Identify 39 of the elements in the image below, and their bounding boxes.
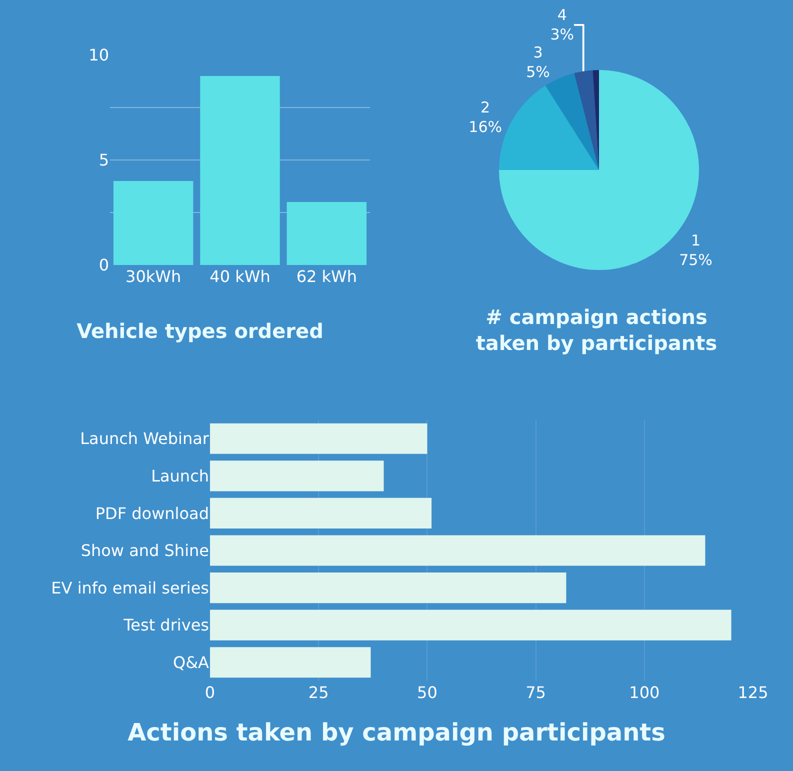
text: Vehicle types ordered (76, 318, 324, 343)
bar (210, 610, 732, 640)
y-tick-label: Show and Shine (80, 541, 209, 560)
bar (200, 76, 280, 265)
bar (210, 460, 384, 492)
data-label: 16% (468, 118, 502, 136)
y-tick-label: PDF download (95, 504, 209, 523)
y-tick-label: EV info email series (51, 578, 209, 598)
x-tick-label: 125 (738, 683, 768, 702)
y-tick-label: Launch Webinar (80, 429, 210, 448)
x-tick-label: 100 (629, 683, 660, 702)
y-tick-label: 5 (98, 150, 109, 170)
slice-label: 4 (557, 6, 567, 24)
y-tick-label: Launch (151, 466, 209, 486)
bar (210, 423, 428, 454)
x-tick-label: 50 (417, 683, 438, 702)
data-label: 3% (550, 26, 574, 44)
data-label: 5% (526, 63, 550, 82)
x-tick-label: 25 (308, 683, 329, 702)
slice-label: 1 (690, 231, 701, 250)
bar (286, 202, 367, 265)
y-tick-label: 10 (88, 46, 109, 65)
bar (210, 535, 706, 566)
y-tick-label: Q&A (172, 652, 210, 672)
bar (210, 647, 371, 678)
y-tick-label: Test drives (122, 616, 209, 635)
x-tick-label: 40 kWh (210, 267, 270, 286)
bar (210, 498, 432, 528)
slice-label: 3 (533, 44, 543, 62)
text: Actions taken by campaign participants (128, 718, 666, 747)
pie-slice (574, 70, 599, 170)
data-label: 75% (679, 250, 712, 269)
slice-label: 2 (480, 98, 490, 117)
x-tick-label: 75 (526, 683, 546, 702)
text: # campaign actions taken by participants (476, 304, 718, 355)
x-tick-label: 62 kWh (296, 267, 358, 286)
bar (210, 572, 566, 604)
x-tick-label: 30kWh (126, 267, 182, 286)
bar (113, 181, 194, 265)
